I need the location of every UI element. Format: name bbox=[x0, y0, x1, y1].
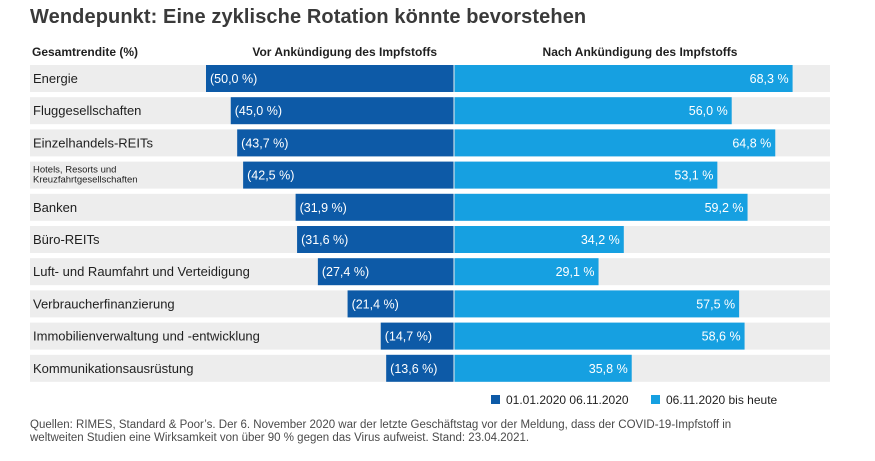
chart-row: Verbraucherfinanzierung (21,4 %) 57,5 % bbox=[30, 290, 830, 318]
category-label: Banken bbox=[33, 200, 77, 215]
data-label-before: (43,7 %) bbox=[241, 136, 288, 150]
bar-after bbox=[454, 354, 632, 382]
bar-before bbox=[297, 226, 454, 253]
category-label: Kommunikationsausrüstung bbox=[33, 361, 193, 376]
data-label-after: 56,0 % bbox=[689, 104, 728, 118]
chart-row: Fluggesellschaften (45,0 %) 56,0 % bbox=[30, 97, 830, 125]
data-label-before: (21,4 %) bbox=[352, 297, 399, 311]
category-label: Hotels, Resorts und bbox=[33, 165, 116, 176]
bar-before bbox=[347, 290, 454, 318]
legend-label-after: 06.11.2020 bis heute bbox=[666, 393, 778, 407]
bar-after bbox=[454, 161, 718, 189]
bar-before bbox=[380, 322, 454, 350]
data-label-before: (31,9 %) bbox=[300, 201, 347, 215]
data-label-after: 58,6 % bbox=[702, 330, 741, 344]
data-label-after: 57,5 % bbox=[696, 297, 735, 311]
legend: 01.01.2020 06.11.2020 06.11.2020 bis heu… bbox=[491, 393, 778, 407]
bar-after bbox=[454, 226, 624, 253]
bar-before bbox=[317, 258, 454, 286]
category-label: Einzelhandels-REITs bbox=[33, 135, 153, 150]
header-gesamtrendite: Gesamtrendite (%) bbox=[32, 45, 138, 59]
data-label-before: (13,6 %) bbox=[390, 362, 437, 376]
data-label-before: (27,4 %) bbox=[322, 265, 369, 279]
legend-swatch-after bbox=[651, 395, 660, 404]
data-label-after: 59,2 % bbox=[705, 201, 744, 215]
chart-title: Wendepunkt: Eine zyklische Rotation könn… bbox=[30, 6, 587, 28]
bar-after bbox=[454, 193, 748, 221]
bar-after bbox=[454, 290, 740, 318]
legend-swatch-before bbox=[491, 395, 500, 404]
category-label: Energie bbox=[33, 71, 78, 86]
bar-after bbox=[454, 65, 793, 92]
chart-row: Einzelhandels-REITs (43,7 %) 64,8 % bbox=[30, 129, 830, 157]
bar-before bbox=[237, 129, 454, 157]
bar-chart: Gesamtrendite (%) Vor Ankündigung des Im… bbox=[30, 45, 830, 407]
legend-label-before: 01.01.2020 06.11.2020 bbox=[506, 393, 629, 407]
data-label-after: 29,1 % bbox=[556, 265, 595, 279]
chart-row: Luft- und Raumfahrt und Verteidigung (27,… bbox=[30, 258, 830, 286]
bar-after bbox=[454, 129, 776, 157]
chart-row: Kommunikationsausrüstung (13,6 %) 35,8 % bbox=[30, 354, 830, 382]
bar-before bbox=[386, 354, 454, 382]
category-label: Büro-REITs bbox=[33, 232, 100, 247]
footnote-line-1: Quellen: RIMES, Standard & Poor’s. Der 6… bbox=[30, 419, 732, 431]
data-label-after: 34,2 % bbox=[581, 233, 620, 247]
category-label: Verbraucherfinanzierung bbox=[33, 296, 175, 311]
bar-after bbox=[454, 258, 599, 286]
bar-after bbox=[454, 322, 745, 350]
bar-after bbox=[454, 97, 732, 125]
category-label: Immobilienverwaltung und -entwicklung bbox=[33, 329, 260, 344]
data-label-after: 68,3 % bbox=[750, 72, 789, 86]
data-label-after: 64,8 % bbox=[732, 136, 771, 150]
chart-row: Büro-REITs (31,6 %) 34,2 % bbox=[30, 226, 830, 253]
chart-row: Energie (50,0 %) 68,3 % bbox=[30, 65, 830, 92]
category-label: Fluggesellschaften bbox=[33, 103, 141, 118]
header-before-announcement: Vor Ankündigung des Impfstoffs bbox=[252, 45, 437, 59]
data-label-before: (42,5 %) bbox=[247, 169, 294, 183]
bar-before bbox=[230, 97, 454, 125]
category-label: Kreuzfahrtgesellschaften bbox=[33, 175, 138, 186]
footnote-line-2: weltweiten Studien eine Wirksamkeit von … bbox=[30, 432, 530, 444]
chart-row: Banken (31,9 %) 59,2 % bbox=[30, 193, 830, 221]
bar-before bbox=[243, 161, 454, 189]
bar-before bbox=[295, 193, 454, 221]
chart-row: Immobilienverwaltung und -entwicklung (14… bbox=[30, 322, 830, 350]
data-label-before: (50,0 %) bbox=[210, 72, 257, 86]
source-footnote: Quellen: RIMES, Standard & Poor’s. Der 6… bbox=[30, 419, 830, 445]
data-label-before: (31,6 %) bbox=[301, 233, 348, 247]
data-label-before: (45,0 %) bbox=[235, 104, 282, 118]
header-after-announcement: Nach Ankündigung des Impfstoffs bbox=[543, 45, 738, 59]
chart-row: Hotels, Resorts undKreuzfahrtgesellschaf… bbox=[30, 161, 830, 189]
data-label-before: (14,7 %) bbox=[385, 330, 432, 344]
bar-before bbox=[206, 65, 454, 92]
data-label-after: 53,1 % bbox=[674, 169, 713, 183]
category-label: Luft- und Raumfahrt und Verteidigung bbox=[33, 264, 250, 279]
data-label-after: 35,8 % bbox=[589, 362, 628, 376]
